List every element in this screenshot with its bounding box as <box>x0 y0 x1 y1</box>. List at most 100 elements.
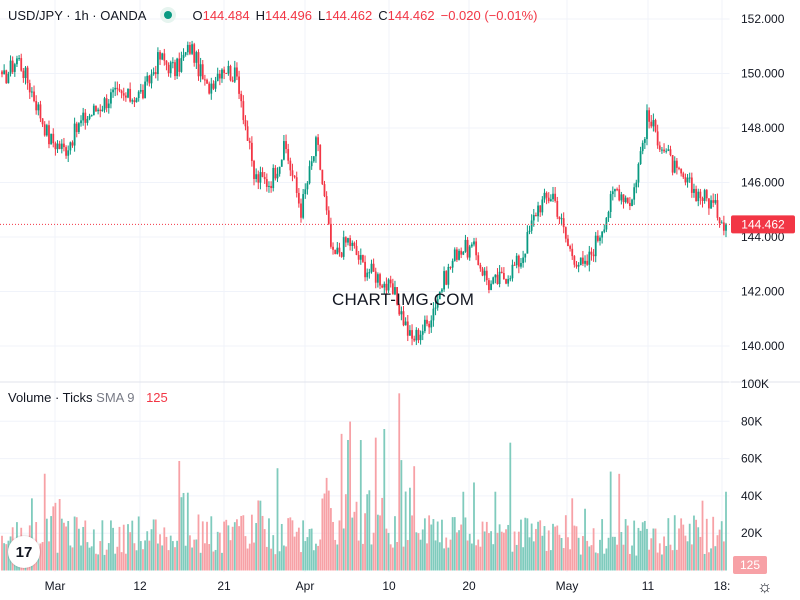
volume-bar <box>84 520 87 571</box>
volume-bar <box>524 517 527 571</box>
candle-body <box>120 90 123 94</box>
candle-body <box>248 140 251 143</box>
candle-body <box>368 272 371 274</box>
candle-body <box>310 161 313 167</box>
volume-bar <box>332 521 334 571</box>
volume-bar <box>466 540 469 571</box>
candle-body <box>86 118 89 123</box>
candle-body <box>577 265 580 267</box>
candle-body <box>524 253 527 258</box>
price-tick-label: 142.000 <box>741 285 785 299</box>
candle-body <box>18 58 20 60</box>
volume-bar <box>368 490 371 571</box>
candle-body <box>199 64 202 77</box>
last-volume-badge-text: 125 <box>740 558 760 572</box>
price-axis[interactable]: 140.000 142.000 144.000 146.000 148.000 150.0… <box>741 12 785 353</box>
volume-bar <box>161 545 164 571</box>
volume-bar <box>616 544 618 571</box>
volume-bar <box>131 520 134 571</box>
volume-bar <box>725 491 727 571</box>
candle-body <box>665 150 668 152</box>
volume-legend[interactable]: Volume · Ticks SMA 9 125 <box>8 390 168 405</box>
volume-bar <box>554 526 557 571</box>
volume-bar <box>607 537 610 571</box>
volume-bar <box>387 532 390 571</box>
candle-body <box>107 103 110 109</box>
volume-bar <box>675 549 678 571</box>
candle-body <box>297 192 300 204</box>
volume-bar <box>402 546 405 571</box>
volume-bar <box>246 548 249 571</box>
volume-bar <box>409 487 411 571</box>
volume-bar <box>342 528 345 571</box>
settings-gear-icon[interactable]: ☼ <box>757 577 773 596</box>
candle-body <box>5 70 8 84</box>
market-status-icon[interactable] <box>160 7 177 23</box>
volume-bar <box>720 521 723 571</box>
candle-body <box>280 159 283 167</box>
candle-body <box>268 185 270 187</box>
candle-body <box>545 192 548 198</box>
change-value: −0.020 (−0.01%) <box>440 7 538 23</box>
candle-body <box>272 167 275 189</box>
candle-body <box>48 125 50 145</box>
candle-body <box>344 237 347 243</box>
tradingview-logo-icon[interactable]: 17 <box>8 536 40 568</box>
candle-body <box>69 142 72 151</box>
candle-body <box>304 189 307 195</box>
candle-body <box>265 179 268 187</box>
candle-body <box>169 62 172 74</box>
candle-body <box>701 198 704 201</box>
volume-bar <box>233 522 236 571</box>
candle-body <box>477 255 480 265</box>
volume-bar <box>253 542 255 571</box>
volume-bar <box>325 477 328 571</box>
volume-axis[interactable]: 20K 40K 60K 80K 100K <box>741 377 769 540</box>
candle-body <box>152 72 155 75</box>
volume-bar <box>599 539 601 571</box>
volume-bar <box>289 517 292 571</box>
time-axis[interactable]: Mar 12 21 Apr 10 20 May 11 18: <box>45 579 731 593</box>
volume-bar <box>673 515 676 571</box>
volume-bar <box>411 515 413 571</box>
volume-bar <box>473 482 475 571</box>
candle-body <box>680 168 683 174</box>
candle-body <box>436 299 439 308</box>
candle-body <box>359 255 362 260</box>
volume-bar <box>520 519 522 571</box>
symbol-title[interactable]: USD/JPY · 1h · OANDA <box>8 7 147 23</box>
volume-bar <box>319 539 322 571</box>
price-tick-label: 152.000 <box>741 12 785 26</box>
volume-bar <box>601 519 604 571</box>
candle-body <box>118 89 121 91</box>
candle-body <box>216 73 219 82</box>
candle-body <box>430 320 433 328</box>
volume-bar <box>708 552 710 571</box>
volume-bar <box>383 428 386 571</box>
candle-body <box>404 321 407 326</box>
volume-bar <box>167 550 170 571</box>
candle-body <box>697 191 700 202</box>
volume-bar <box>701 500 704 571</box>
candle-body <box>80 120 82 124</box>
volume-bar <box>509 442 512 571</box>
volume-bar <box>285 546 287 571</box>
candle-body <box>592 254 595 257</box>
candle-body <box>146 75 149 82</box>
volume-bar <box>460 524 463 571</box>
candle-body <box>695 188 698 202</box>
candle-body <box>270 185 272 189</box>
candle-body <box>306 183 309 190</box>
candle-body <box>451 260 454 268</box>
candle-body <box>90 115 93 117</box>
candle-body <box>464 239 467 252</box>
volume-bar <box>248 543 251 571</box>
volume-bar <box>618 473 621 571</box>
volume-bar <box>71 547 74 571</box>
candle-body <box>154 72 157 75</box>
volume-bar <box>63 522 65 571</box>
volume-bar <box>404 491 407 571</box>
candle-body <box>383 283 386 288</box>
volume-bar <box>643 520 646 571</box>
